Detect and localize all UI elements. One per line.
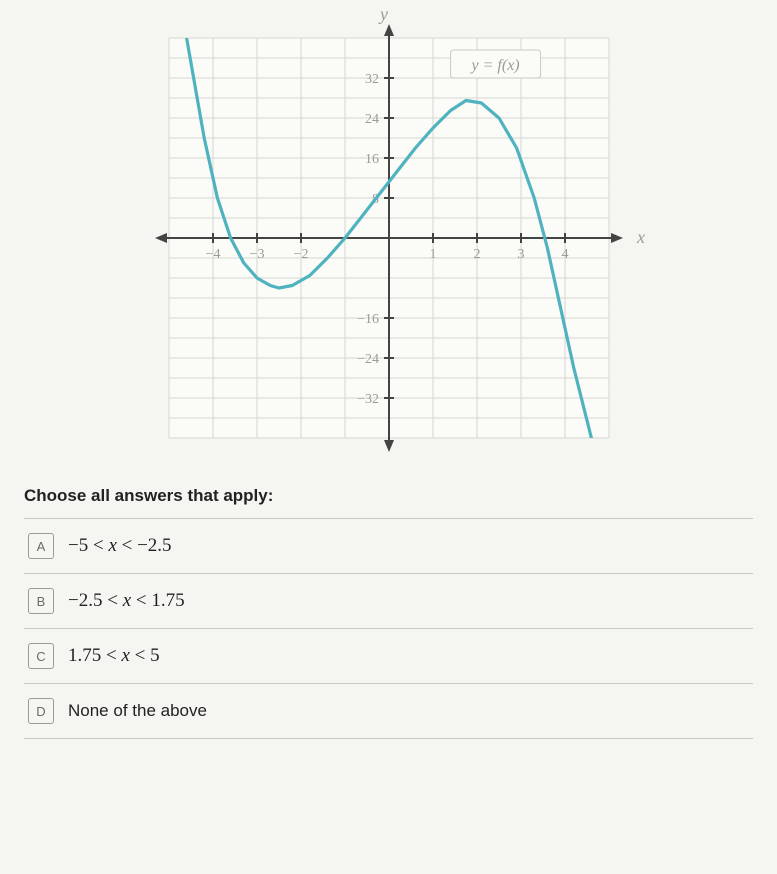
svg-text:−3: −3 [249, 247, 264, 262]
svg-text:24: 24 [365, 112, 379, 127]
function-graph: −4−3−21234−32−24−168162432xyy = f(x) [109, 8, 669, 468]
svg-text:16: 16 [365, 152, 379, 167]
answer-option-d[interactable]: D None of the above [24, 683, 753, 739]
answer-text: 1.75 < x < 5 [68, 645, 160, 667]
answer-text: None of the above [68, 701, 207, 721]
svg-text:−16: −16 [357, 312, 379, 327]
svg-text:4: 4 [561, 247, 568, 262]
chart-container: −4−3−21234−32−24−168162432xyy = f(x) [0, 0, 777, 468]
answer-option-a[interactable]: A −5 < x < −2.5 [24, 518, 753, 573]
question-prompt: Choose all answers that apply: [0, 468, 777, 518]
answer-letter-box: B [28, 588, 54, 614]
answer-option-c[interactable]: C 1.75 < x < 5 [24, 628, 753, 683]
svg-text:−4: −4 [205, 247, 220, 262]
svg-text:y: y [378, 8, 388, 24]
answer-letter-box: C [28, 643, 54, 669]
svg-text:3: 3 [517, 247, 524, 262]
svg-text:1: 1 [429, 247, 436, 262]
svg-text:−24: −24 [357, 352, 379, 367]
answer-text: −5 < x < −2.5 [68, 535, 172, 557]
svg-text:2: 2 [473, 247, 480, 262]
svg-text:x: x [636, 227, 645, 247]
answer-option-b[interactable]: B −2.5 < x < 1.75 [24, 573, 753, 628]
svg-text:y = f(x): y = f(x) [469, 57, 519, 74]
answer-letter-box: A [28, 533, 54, 559]
answer-text: −2.5 < x < 1.75 [68, 590, 185, 612]
answer-letter-box: D [28, 698, 54, 724]
answer-list: A −5 < x < −2.5 B −2.5 < x < 1.75 C 1.75 < x … [0, 518, 777, 739]
svg-text:−2: −2 [293, 247, 308, 262]
svg-text:32: 32 [365, 72, 379, 87]
svg-text:−32: −32 [357, 392, 379, 407]
